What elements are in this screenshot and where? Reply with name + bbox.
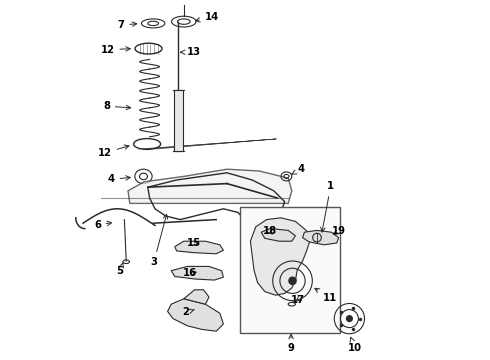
Polygon shape: [250, 218, 310, 295]
Text: 15: 15: [187, 238, 201, 248]
Polygon shape: [128, 169, 292, 203]
Polygon shape: [168, 299, 223, 331]
Text: 4: 4: [292, 164, 305, 174]
Circle shape: [346, 316, 352, 321]
Polygon shape: [261, 229, 295, 241]
Text: 7: 7: [118, 20, 137, 30]
Text: 9: 9: [288, 334, 294, 354]
Text: 17: 17: [291, 294, 305, 305]
Text: 10: 10: [348, 337, 362, 354]
Text: 16: 16: [183, 268, 197, 278]
Text: 6: 6: [94, 220, 112, 230]
Text: 5: 5: [117, 263, 123, 276]
Text: 2: 2: [182, 307, 195, 318]
Text: 8: 8: [103, 101, 131, 111]
Polygon shape: [175, 241, 223, 254]
Circle shape: [289, 277, 296, 284]
Polygon shape: [303, 230, 339, 245]
Text: 13: 13: [180, 47, 201, 57]
Text: 12: 12: [98, 145, 129, 158]
FancyBboxPatch shape: [240, 207, 341, 333]
Text: 11: 11: [315, 288, 337, 303]
Text: 4: 4: [107, 174, 130, 184]
Polygon shape: [184, 290, 209, 304]
Text: 18: 18: [263, 226, 276, 236]
Text: 1: 1: [320, 181, 334, 232]
Text: 19: 19: [332, 226, 345, 236]
Polygon shape: [171, 266, 223, 280]
Text: 3: 3: [150, 214, 168, 267]
Text: 12: 12: [100, 45, 130, 55]
Text: 14: 14: [196, 12, 219, 22]
FancyBboxPatch shape: [174, 90, 183, 151]
